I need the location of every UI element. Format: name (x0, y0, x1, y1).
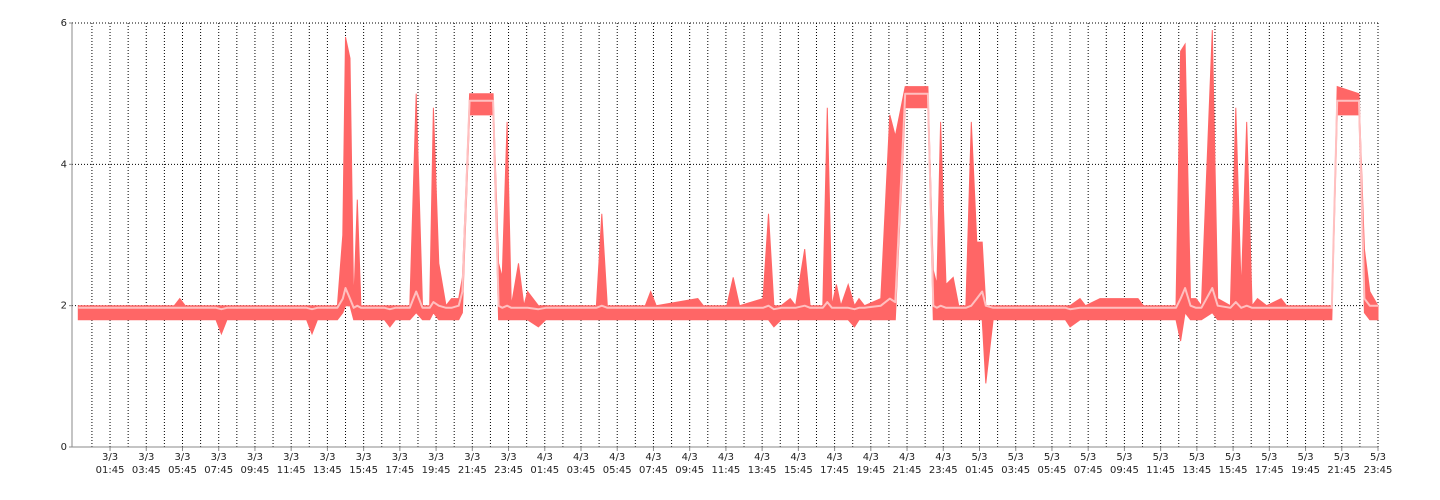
x-tick-label: 4/3 21:45 (892, 452, 922, 476)
x-tick-label: 3/3 07:45 (204, 452, 234, 476)
x-tick-label: 5/3 17:45 (1254, 452, 1284, 476)
x-tick-label: 4/3 01:45 (530, 452, 560, 476)
x-tick-label: 3/3 17:45 (385, 452, 415, 476)
x-tick-label: 4/3 09:45 (675, 452, 705, 476)
x-tick-label: 5/3 01:45 (965, 452, 994, 476)
range-band (77, 30, 1379, 384)
x-tick-label: 4/3 05:45 (602, 452, 632, 476)
x-tick-label: 4/3 23:45 (928, 452, 958, 476)
x-tick-label: 5/3 19:45 (1291, 452, 1320, 476)
x-tick-label: 5/3 15:45 (1218, 452, 1248, 476)
x-tick-label: 5/3 23:45 (1363, 452, 1393, 476)
x-tick-label: 3/3 09:45 (240, 452, 270, 476)
x-tick-label: 5/3 03:45 (1001, 452, 1031, 476)
x-tick-label: 3/3 15:45 (349, 452, 379, 476)
x-tick-label: 4/3 19:45 (856, 452, 886, 476)
x-tick-label: 5/3 07:45 (1073, 452, 1103, 476)
x-tick-label: 5/3 09:45 (1109, 452, 1139, 476)
x-tick-label: 3/3 19:45 (421, 452, 451, 476)
x-tick-label: 5/3 05:45 (1037, 452, 1067, 476)
x-tick-label: 3/3 01:45 (95, 452, 125, 476)
y-tick-label: 4 (61, 159, 67, 170)
x-tick-label: 4/3 03:45 (566, 452, 596, 476)
x-tick-label: 3/3 13:45 (312, 452, 342, 476)
x-tick-label: 4/3 15:45 (783, 452, 813, 476)
x-tick-label: 3/3 11:45 (276, 452, 306, 476)
x-tick-label: 3/3 03:45 (131, 452, 161, 476)
x-tick-label: 5/3 13:45 (1182, 452, 1212, 476)
x-tick-label: 5/3 11:45 (1146, 452, 1176, 476)
x-tick-label: 4/3 11:45 (711, 452, 741, 476)
x-tick-label: 3/3 05:45 (168, 452, 197, 476)
x-tick-label: 4/3 17:45 (820, 452, 849, 476)
x-tick-label: 5/3 21:45 (1327, 452, 1357, 476)
x-tick-label: 3/3 21:45 (457, 452, 487, 476)
x-tick-label: 3/3 23:45 (494, 452, 523, 476)
x-tick-label: 4/3 13:45 (747, 452, 777, 476)
y-tick-label: 6 (61, 18, 67, 29)
x-tick-label: 4/3 07:45 (639, 452, 668, 476)
y-tick-label: 0 (61, 442, 67, 453)
y-tick-label: 2 (61, 301, 67, 312)
average-line (78, 92, 1378, 311)
